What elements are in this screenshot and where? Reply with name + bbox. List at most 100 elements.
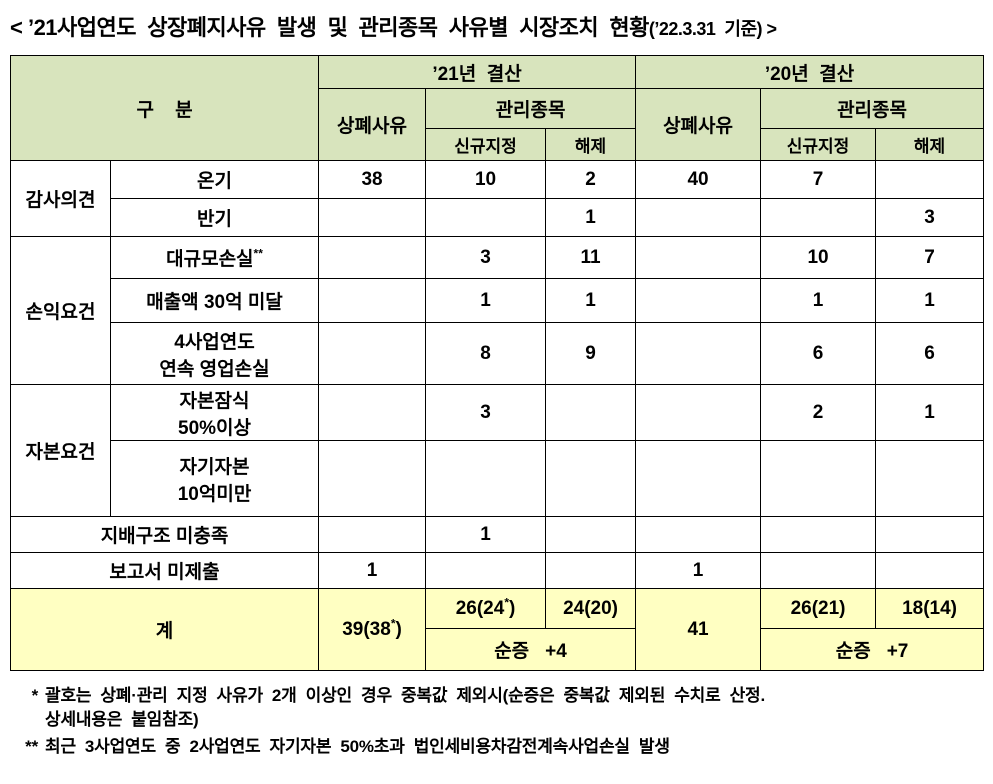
data-cell xyxy=(635,236,762,279)
footnotes: * 괄호는 상폐·관리 지정 사유가 2개 이상인 경우 중복값 제외시(순증은… xyxy=(10,684,983,758)
data-cell xyxy=(318,384,427,441)
data-cell xyxy=(875,440,985,517)
data-cell: 40 xyxy=(635,160,762,199)
data-cell xyxy=(760,552,877,589)
row-label-full-year: 온기 xyxy=(109,160,320,199)
footnote-ref-asterisk: * xyxy=(390,616,396,631)
data-cell: 1 xyxy=(545,198,637,237)
group-capital-requirement: 자본요건 xyxy=(10,384,111,517)
data-cell xyxy=(635,516,762,553)
data-cell xyxy=(318,278,427,323)
page: < ’21사업연도 상장폐지사유 발생 및 관리종목 사유별 시장조치 현황(’… xyxy=(9,10,985,758)
data-cell: 1 xyxy=(425,278,547,323)
footnote-2: ** 최근 3사업연도 중 2사업연도 자기자본 50%초과 법인세비용차감전계… xyxy=(10,735,983,759)
header-row-2: 상폐사유 관리종목 상폐사유 관리종목 xyxy=(11,88,985,161)
data-cell: 7 xyxy=(875,236,985,279)
data-cell: 1 xyxy=(760,278,877,323)
net-change-value: +4 xyxy=(545,641,567,662)
data-cell xyxy=(318,440,427,517)
footnote-ref-asterisk: * xyxy=(504,595,509,610)
row-label-equity-under-1b: 자기자본 10억미만 xyxy=(109,440,320,517)
row-label-text: 대규모손실 xyxy=(166,249,254,270)
data-cell: 1 xyxy=(635,552,762,589)
row-audit-full: 감사의견 온기 38 10 2 40 7 xyxy=(10,160,985,237)
row-report-not-submitted: 보고서 미제출 1 1 xyxy=(9,552,985,589)
total-delisting-20: 41 xyxy=(635,588,762,671)
data-cell: 1 xyxy=(425,516,547,553)
total-net-20: 순증 +7 xyxy=(760,628,985,671)
total-label: 계 xyxy=(9,588,320,671)
data-cell xyxy=(760,440,877,517)
data-cell xyxy=(318,198,427,237)
data-cell xyxy=(425,440,547,517)
row-net-change: 순증 +4 순증 +7 xyxy=(11,628,985,671)
data-cell xyxy=(545,516,637,553)
header-settlement-2020: ’20년 결산 xyxy=(635,55,985,89)
data-cell: 8 xyxy=(425,322,547,385)
data-cell xyxy=(425,198,547,237)
data-cell: 2 xyxy=(760,384,877,441)
data-cell: 1 xyxy=(318,552,427,589)
data-cell: 11 xyxy=(545,236,637,279)
row-label-report-not-submitted: 보고서 미제출 xyxy=(9,552,320,589)
title-suffix: (’22.3.31 기준) > xyxy=(648,19,777,39)
net-change-label: 순증 xyxy=(494,641,530,662)
footnote-1: * 괄호는 상폐·관리 지정 사유가 2개 이상인 경우 중복값 제외시(순증은… xyxy=(10,684,983,732)
data-cell: 7 xyxy=(760,160,877,199)
header-release-20: 해제 xyxy=(875,128,985,161)
row-label-big-loss: 대규모손실** xyxy=(109,236,320,279)
footnote-2-text: 최근 3사업연도 중 2사업연도 자기자본 50%초과 법인세비용차감전계속사업… xyxy=(45,736,670,756)
group-profit-loss: 손익요건 xyxy=(10,236,111,385)
total-new-21: 26(24*) xyxy=(425,588,547,629)
row-total: 계 39(38*) 26(24*) 24(20) 41 26(21) 18(14… xyxy=(9,588,985,671)
row-operating-loss: 4사업연도 연속 영업손실 8 9 6 6 xyxy=(11,322,985,385)
data-cell xyxy=(425,552,547,589)
data-cell xyxy=(318,236,427,279)
data-cell: 1 xyxy=(875,384,985,441)
total-delisting-21: 39(38*) xyxy=(318,588,427,671)
footnote-ref-double-asterisk: ** xyxy=(253,246,263,261)
data-cell xyxy=(760,198,877,237)
footnote-1-text: 괄호는 상폐·관리 지정 사유가 2개 이상인 경우 중복값 제외시(순증은 중… xyxy=(45,686,765,729)
data-cell xyxy=(635,198,762,237)
footnote-1-marker: * xyxy=(31,686,39,705)
row-label-governance: 지배구조 미충족 xyxy=(9,516,320,553)
data-cell xyxy=(545,440,637,517)
total-net-21: 순증 +4 xyxy=(425,628,637,671)
row-equity-under-1b: 자기자본 10억미만 xyxy=(11,440,985,517)
data-cell: 3 xyxy=(875,198,985,237)
data-cell xyxy=(875,516,985,553)
data-cell: 38 xyxy=(318,160,427,199)
data-cell: 6 xyxy=(760,322,877,385)
header-row-1: 구 분 ’21년 결산 ’20년 결산 xyxy=(9,55,985,161)
data-cell: 6 xyxy=(875,322,985,385)
data-cell: 1 xyxy=(875,278,985,323)
data-cell xyxy=(760,516,877,553)
data-cell xyxy=(635,322,762,385)
data-cell: 3 xyxy=(425,384,547,441)
page-title: < ’21사업연도 상장폐지사유 발생 및 관리종목 사유별 시장조치 현황(’… xyxy=(10,10,983,42)
header-delisting-20: 상폐사유 xyxy=(635,88,762,161)
row-sales-under-3b: 매출액 30억 미달 1 1 1 1 xyxy=(11,278,985,323)
data-cell xyxy=(545,384,637,441)
header-release-21: 해제 xyxy=(545,128,637,161)
header-new-21: 신규지정 xyxy=(425,128,547,161)
group-audit-opinion: 감사의견 xyxy=(10,160,111,237)
total-new-20: 26(21) xyxy=(760,588,877,629)
header-gubun: 구 분 xyxy=(9,55,320,161)
header-row-3: 신규지정 해제 신규지정 해제 xyxy=(11,128,985,161)
data-cell xyxy=(318,322,427,385)
footnote-2-marker: ** xyxy=(25,736,38,756)
total-release-20: 18(14) xyxy=(875,588,985,629)
row-big-loss: 손익요건 대규모손실** 3 11 10 7 xyxy=(10,236,985,385)
data-cell: 1 xyxy=(545,278,637,323)
row-capital-erosion: 자본요건 자본잠식 50%이상 3 2 1 xyxy=(10,384,985,517)
row-audit-half: 반기 1 3 xyxy=(11,198,985,237)
data-cell xyxy=(635,278,762,323)
header-delisting-21: 상폐사유 xyxy=(318,88,427,161)
data-cell: 10 xyxy=(425,160,547,199)
header-managed-21: 관리종목 xyxy=(425,88,637,129)
row-governance: 지배구조 미충족 1 xyxy=(9,516,985,553)
data-cell: 3 xyxy=(425,236,547,279)
data-cell xyxy=(635,384,762,441)
